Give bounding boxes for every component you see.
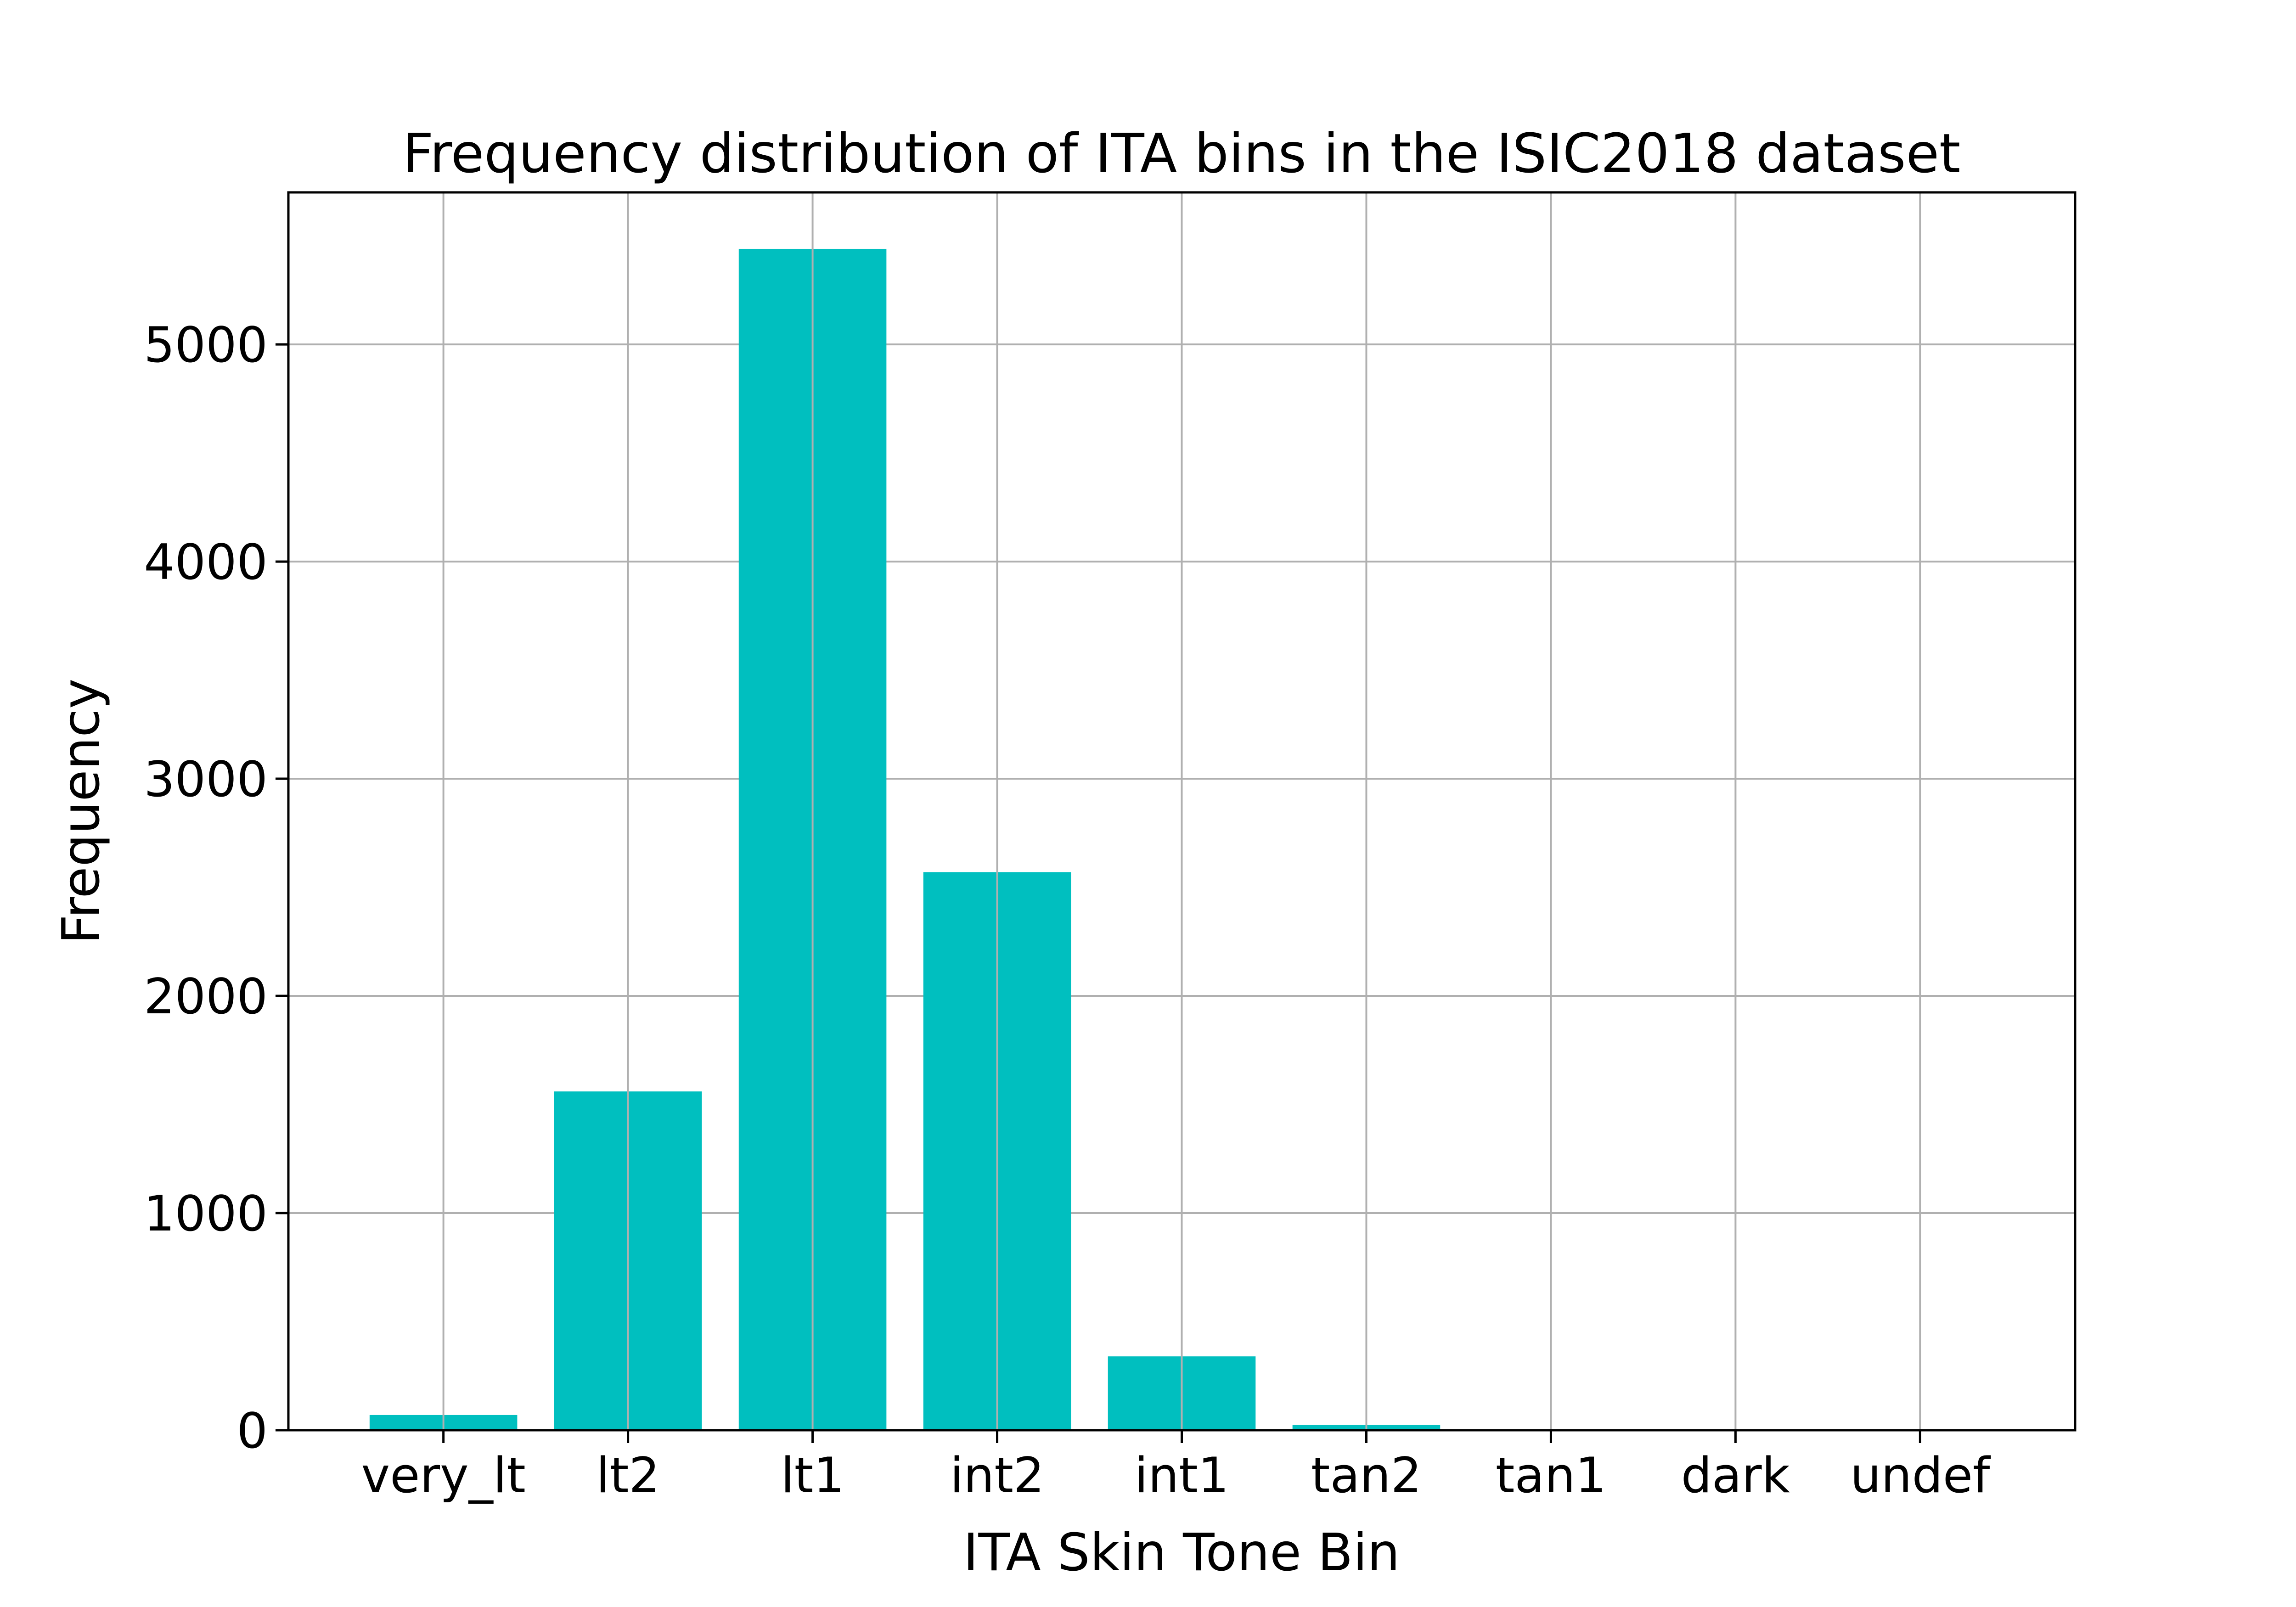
y-tick-label: 1000 [144, 1186, 268, 1242]
y-tick-label: 0 [237, 1403, 268, 1459]
y-tick-label: 4000 [144, 534, 268, 590]
bars [369, 192, 1921, 1430]
x-axis-label: ITA Skin Tone Bin [963, 1523, 1400, 1583]
x-tick-label: int2 [950, 1447, 1045, 1504]
chart-title: Frequency distribution of ITA bins in th… [403, 122, 1961, 185]
x-tick-label: very_lt [361, 1447, 526, 1504]
x-tick-label: tan2 [1311, 1447, 1422, 1504]
x-tick-label: int1 [1135, 1447, 1229, 1504]
y-tick-label: 5000 [144, 317, 268, 373]
x-tick-label: tan1 [1496, 1447, 1606, 1504]
x-tick-label: undef [1850, 1447, 1991, 1504]
ticks: very_lt lt2 lt1 int2 int1 tan2 tan1 dark undef 0 1… [144, 317, 1991, 1504]
x-tick-label: dark [1681, 1447, 1790, 1504]
y-tick-label: 2000 [144, 968, 268, 1025]
x-tick-label: lt2 [596, 1447, 659, 1504]
y-axis-label: Frequency [51, 679, 111, 944]
x-tick-label: lt1 [781, 1447, 844, 1504]
y-tick-label: 3000 [144, 751, 268, 808]
